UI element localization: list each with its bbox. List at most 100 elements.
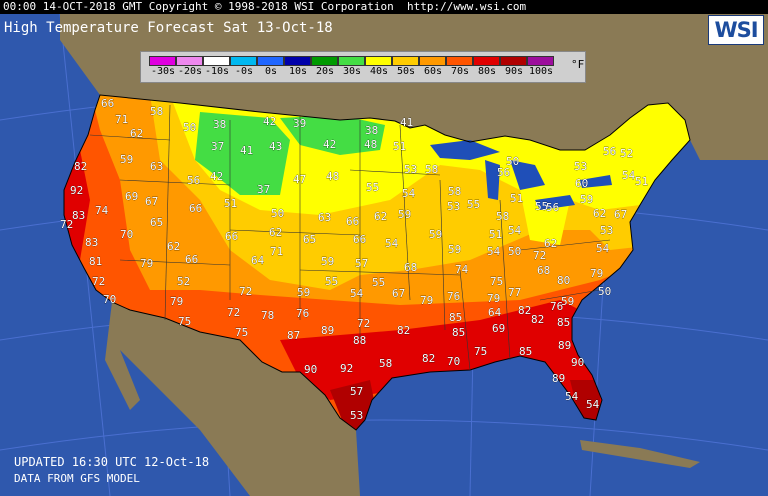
city-temperature: 92 [70, 184, 83, 197]
city-temperature: 68 [404, 261, 417, 274]
temperature-legend: -30s -20s -10s -0s 0s 10s 20s 30s 40s 50s 60s 70s 80… [140, 51, 586, 83]
city-temperature: 67 [145, 195, 158, 208]
city-temperature: 54 [350, 287, 364, 300]
legend-label: 20s [315, 66, 335, 77]
city-temperature: 69 [492, 322, 505, 335]
city-temperature: 72 [239, 285, 252, 298]
legend-label: 70s [450, 66, 470, 77]
city-temperature: 89 [321, 324, 334, 337]
city-temperature: 56 [546, 201, 559, 214]
city-temperature: 81 [89, 255, 102, 268]
city-temperature: 75 [490, 275, 503, 288]
city-temperature: 42 [210, 170, 223, 183]
city-temperature: 62 [544, 237, 557, 250]
city-temperature: 54 [402, 187, 416, 200]
city-temperature: 82 [518, 304, 531, 317]
city-temperature: 87 [287, 329, 300, 342]
city-temperature: 67 [392, 287, 405, 300]
legend-label: 30s [342, 66, 362, 77]
city-temperature: 74 [455, 263, 469, 276]
city-temperature: 54 [565, 390, 579, 403]
city-temperature: 53 [447, 200, 460, 213]
legend-swatch [500, 56, 527, 66]
city-temperature: 59 [398, 208, 411, 221]
city-temperature: 50 [183, 121, 196, 134]
city-temperature: 51 [489, 228, 502, 241]
city-temperature: 67 [614, 208, 627, 221]
city-temperature: 51 [393, 140, 406, 153]
city-temperature: 59 [580, 193, 593, 206]
updated-timestamp: UPDATED 16:30 UTC 12-Oct-18 [14, 455, 210, 469]
city-temperature: 54 [622, 169, 636, 182]
city-temperature: 53 [600, 224, 613, 237]
city-temperature: 63 [150, 160, 163, 173]
city-temperature: 76 [447, 290, 460, 303]
city-temperature: 59 [448, 243, 461, 256]
city-temperature: 64 [488, 306, 502, 319]
city-temperature: 71 [115, 113, 128, 126]
legend-label: -20s [177, 66, 203, 77]
city-temperature: 38 [213, 118, 226, 131]
city-temperature: 54 [385, 237, 399, 250]
city-temperature: 55 [325, 275, 338, 288]
city-temperature: 76 [550, 300, 563, 313]
city-temperature: 59 [297, 286, 310, 299]
city-temperature: 52 [177, 275, 190, 288]
legend-swatch [284, 56, 311, 66]
city-temperature: 57 [355, 257, 368, 270]
city-temperature: 50 [508, 245, 521, 258]
city-temperature: 51 [635, 175, 648, 188]
city-temperature: 75 [178, 315, 191, 328]
city-temperature: 58 [425, 163, 438, 176]
city-temperature: 52 [620, 147, 633, 160]
city-temperature: 55 [366, 181, 379, 194]
city-temperature: 56 [187, 174, 200, 187]
city-temperature: 85 [452, 326, 465, 339]
city-temperature: 70 [447, 355, 460, 368]
city-temperature: 79 [420, 294, 433, 307]
city-temperature: 54 [596, 242, 610, 255]
city-temperature: 90 [571, 356, 584, 369]
city-temperature: 42 [323, 138, 336, 151]
legend-label: -30s [150, 66, 176, 77]
legend-swatch [203, 56, 230, 66]
great-lakes [430, 140, 612, 210]
legend-swatch [446, 56, 473, 66]
legend-label: 50s [396, 66, 416, 77]
city-temperature: 38 [365, 124, 378, 137]
city-temperature: 54 [487, 245, 501, 258]
city-temperature: 51 [224, 197, 237, 210]
city-temperature: 59 [561, 295, 574, 308]
city-temperature: 58 [379, 357, 392, 370]
city-temperature: 42 [263, 115, 276, 128]
city-temperature: 43 [269, 140, 282, 153]
legend-label: 80s [477, 66, 497, 77]
city-temperature: 68 [537, 264, 550, 277]
legend-swatch [473, 56, 500, 66]
wsi-logo: WSI [708, 15, 764, 45]
city-temperature: 53 [404, 163, 417, 176]
city-temperature: 89 [558, 339, 571, 352]
legend-swatch [230, 56, 257, 66]
legend-swatch [176, 56, 203, 66]
city-temperature: 58 [448, 185, 461, 198]
legend-swatch [338, 56, 365, 66]
city-temperature: 62 [593, 207, 606, 220]
city-temperature: 54 [508, 224, 522, 237]
city-temperature: 79 [170, 295, 183, 308]
city-temperature: 92 [340, 362, 353, 375]
city-temperature: 90 [304, 363, 317, 376]
city-temperature: 66 [225, 230, 238, 243]
city-temperature: 65 [303, 233, 316, 246]
city-temperature: 54 [586, 398, 600, 411]
city-temperature: 85 [557, 316, 570, 329]
legend-label: 100s [528, 66, 554, 77]
legend-swatch [257, 56, 284, 66]
city-temperature: 53 [574, 160, 587, 173]
legend-label: 10s [288, 66, 308, 77]
banner-text: 00:00 14-OCT-2018 GMT Copyright © 1998-2… [3, 0, 527, 13]
city-temperature: 59 [321, 255, 334, 268]
